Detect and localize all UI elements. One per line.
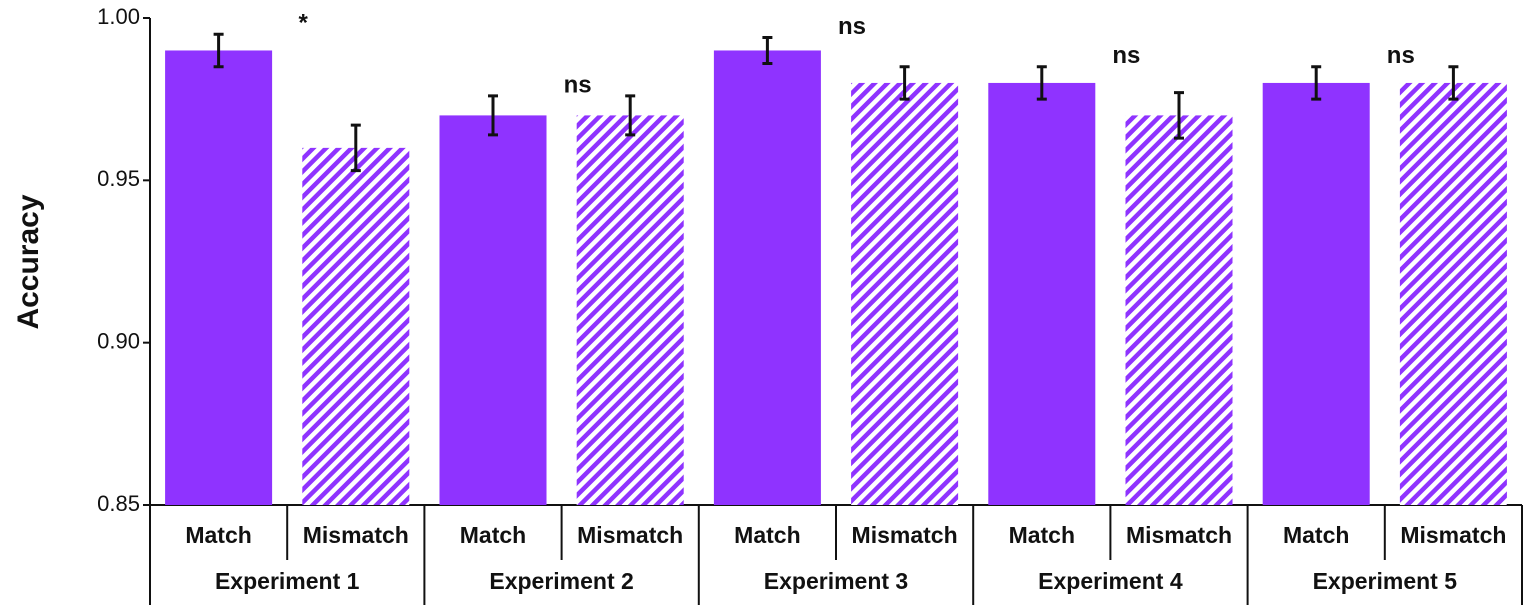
error-bar bbox=[213, 32, 224, 69]
y-axis-label: Accuracy bbox=[12, 194, 45, 329]
significance-label: * bbox=[299, 10, 309, 37]
x-tick-label: Mismatch bbox=[303, 522, 409, 548]
x-tick-label: Mismatch bbox=[1400, 522, 1506, 548]
x-tick-label: Match bbox=[734, 522, 800, 548]
error-bar bbox=[625, 94, 636, 137]
error-bar bbox=[899, 65, 910, 101]
y-tick-label: 0.85 bbox=[97, 491, 140, 516]
bar bbox=[165, 50, 273, 505]
bar bbox=[439, 115, 547, 506]
bar bbox=[1399, 82, 1507, 505]
bar bbox=[1262, 82, 1370, 505]
x-group-label: Experiment 5 bbox=[1313, 568, 1458, 594]
y-tick-label: 0.95 bbox=[97, 166, 140, 191]
x-tick-label: Mismatch bbox=[1126, 522, 1232, 548]
x-group-label: Experiment 2 bbox=[489, 568, 633, 594]
significance-label: ns bbox=[1387, 42, 1415, 69]
x-tick-label: Match bbox=[460, 522, 526, 548]
x-group-label: Experiment 3 bbox=[764, 568, 908, 594]
error-bar bbox=[1448, 65, 1459, 101]
bar bbox=[302, 147, 410, 505]
bar bbox=[713, 50, 821, 505]
y-tick-label: 0.90 bbox=[97, 328, 140, 353]
error-bar bbox=[762, 35, 773, 65]
bar bbox=[851, 82, 959, 505]
x-tick-label: Mismatch bbox=[852, 522, 958, 548]
significance-label: ns bbox=[1112, 42, 1140, 69]
x-tick-label: Mismatch bbox=[577, 522, 683, 548]
bar bbox=[1125, 115, 1233, 506]
significance-label: ns bbox=[564, 71, 592, 98]
bar bbox=[576, 115, 684, 506]
error-bar bbox=[1311, 65, 1322, 101]
error-bar bbox=[350, 123, 361, 173]
bar bbox=[988, 82, 1096, 505]
error-bar bbox=[488, 94, 498, 137]
x-group-label: Experiment 1 bbox=[215, 568, 360, 594]
x-tick-label: Match bbox=[1009, 522, 1075, 548]
x-tick-label: Match bbox=[185, 522, 251, 548]
error-bar bbox=[1174, 91, 1184, 140]
x-group-label: Experiment 4 bbox=[1038, 568, 1183, 594]
y-tick-label: 1.00 bbox=[97, 4, 140, 29]
significance-label: ns bbox=[838, 13, 866, 40]
x-tick-label: Match bbox=[1283, 522, 1349, 548]
error-bar bbox=[1036, 65, 1047, 101]
